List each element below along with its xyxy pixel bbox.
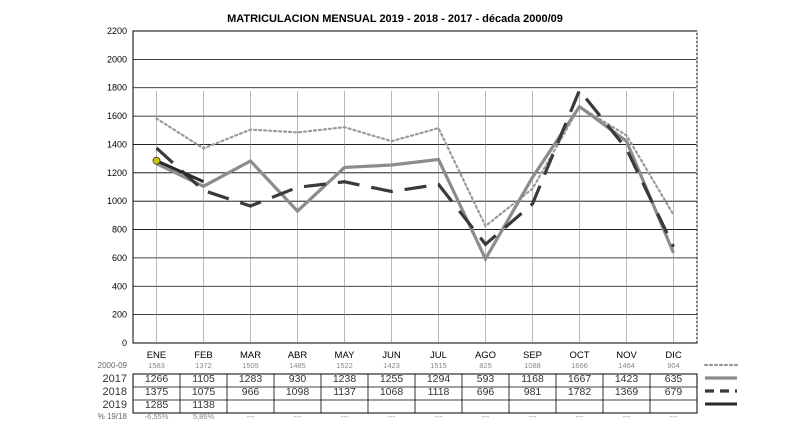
table-cell: 593 bbox=[477, 373, 495, 385]
series-line-2018 bbox=[155, 87, 675, 248]
x-tick-label: JUL bbox=[430, 350, 447, 361]
table-cell: 1515 bbox=[430, 361, 447, 370]
table-cell: 904 bbox=[667, 361, 680, 370]
table-row-label: 2019 bbox=[103, 399, 127, 411]
y-tick-label: 1800 bbox=[107, 83, 127, 93]
x-tick-label: DIC bbox=[665, 350, 682, 361]
table-cell: 1375 bbox=[145, 386, 169, 398]
table-cell: 1522 bbox=[336, 361, 353, 370]
table-cell: 1255 bbox=[380, 373, 404, 385]
highlight-point-marker bbox=[152, 156, 161, 165]
table-cell: --- bbox=[341, 412, 349, 421]
x-tick-label: NOV bbox=[616, 350, 637, 361]
table-cell: 1088 bbox=[524, 361, 541, 370]
table-cell: 679 bbox=[665, 386, 683, 398]
table-cell: 1098 bbox=[286, 386, 310, 398]
table-cell: --- bbox=[482, 412, 490, 421]
table-cell: 1372 bbox=[195, 361, 212, 370]
x-tick-label: JUN bbox=[382, 350, 401, 361]
table-cell: 696 bbox=[477, 386, 495, 398]
y-axis-ticks: 0 200 400 600 800 1000 1200 1400 1600 1800 2000 220… bbox=[107, 26, 127, 348]
grid bbox=[132, 30, 698, 344]
table-cell: 1068 bbox=[380, 386, 404, 398]
table-cell: 825 bbox=[479, 361, 492, 370]
table-cell: 635 bbox=[665, 373, 683, 385]
x-tick-label: MAR bbox=[240, 350, 261, 361]
table-cell: --- bbox=[623, 412, 631, 421]
x-tick-label: OCT bbox=[569, 350, 589, 361]
y-tick-label: 2000 bbox=[107, 54, 127, 64]
x-tick-label: SEP bbox=[523, 350, 542, 361]
x-tick-label: ENE bbox=[147, 350, 167, 361]
table-cell: 1583 bbox=[148, 361, 165, 370]
x-tick-label: AGO bbox=[475, 350, 496, 361]
table-cell: 1369 bbox=[615, 386, 639, 398]
y-tick-label: 0 bbox=[122, 338, 127, 348]
table-cell: --- bbox=[670, 412, 678, 421]
y-tick-label: 200 bbox=[112, 310, 127, 320]
series-lines bbox=[152, 87, 675, 263]
y-tick-label: 2200 bbox=[107, 26, 127, 36]
y-tick-label: 1200 bbox=[107, 168, 127, 178]
table-cell: 1137 bbox=[333, 386, 356, 398]
table-cell: 1294 bbox=[427, 373, 451, 385]
table-cell: 966 bbox=[242, 386, 260, 398]
table-cell: --- bbox=[294, 412, 302, 421]
table-cell: 1666 bbox=[571, 361, 588, 370]
table-cell: 1485 bbox=[289, 361, 306, 370]
chart-title: MATRICULACION MENSUAL 2019 - 2018 - 2017… bbox=[227, 13, 563, 25]
table-cell: --- bbox=[529, 412, 537, 421]
table-cell: 1505 bbox=[242, 361, 259, 370]
table-cell: 1118 bbox=[428, 386, 450, 398]
table-cell: -6,55% bbox=[145, 412, 169, 421]
table-cell: 1283 bbox=[239, 373, 263, 385]
table-cell: 1238 bbox=[333, 373, 357, 385]
table-row-label: % 19/18 bbox=[98, 412, 128, 421]
table-cell: 930 bbox=[289, 373, 307, 385]
series-line-2000-09 bbox=[155, 105, 675, 228]
x-tick-label: FEB bbox=[194, 350, 212, 361]
data-table: 2000-09 1583 1372 1505 1485 1522 1423 1515 825 10… bbox=[98, 361, 739, 421]
y-tick-label: 400 bbox=[112, 281, 127, 291]
table-cell: --- bbox=[576, 412, 584, 421]
y-tick-label: 1400 bbox=[107, 139, 127, 149]
table-cell: 1138 bbox=[192, 399, 215, 411]
table-cell: 1168 bbox=[521, 373, 544, 385]
table-cell: 1667 bbox=[568, 373, 592, 385]
table-cell: 1782 bbox=[568, 386, 592, 398]
table-cell: 981 bbox=[524, 386, 542, 398]
table-cell: 1423 bbox=[615, 373, 639, 385]
y-tick-label: 800 bbox=[112, 225, 127, 235]
y-tick-label: 600 bbox=[112, 253, 127, 263]
table-cell: --- bbox=[247, 412, 255, 421]
table-cell: 1266 bbox=[145, 373, 169, 385]
series-line-2017 bbox=[155, 104, 675, 263]
series-line-2019 bbox=[155, 159, 205, 183]
x-tick-label: ABR bbox=[288, 350, 308, 361]
table-cell: 1423 bbox=[383, 361, 400, 370]
table-row-label: 2017 bbox=[103, 373, 127, 385]
table-row-label: 2018 bbox=[103, 386, 127, 398]
table-cell: 1075 bbox=[192, 386, 216, 398]
table-cell: 1464 bbox=[618, 361, 635, 370]
x-axis-categories: ENE FEB MAR ABR MAY JUN JUL AGO SEP OCT NOV DIC bbox=[147, 350, 682, 361]
table-cell: --- bbox=[388, 412, 396, 421]
y-tick-label: 1000 bbox=[107, 196, 127, 206]
table-cell: 1105 bbox=[192, 373, 215, 385]
y-tick-label: 1600 bbox=[107, 111, 127, 121]
x-tick-label: MAY bbox=[335, 350, 356, 361]
table-row-label: 2000-09 bbox=[98, 361, 128, 370]
table-cell: 5,86% bbox=[193, 412, 215, 421]
table-cell: --- bbox=[435, 412, 443, 421]
table-cell: 1285 bbox=[145, 399, 169, 411]
